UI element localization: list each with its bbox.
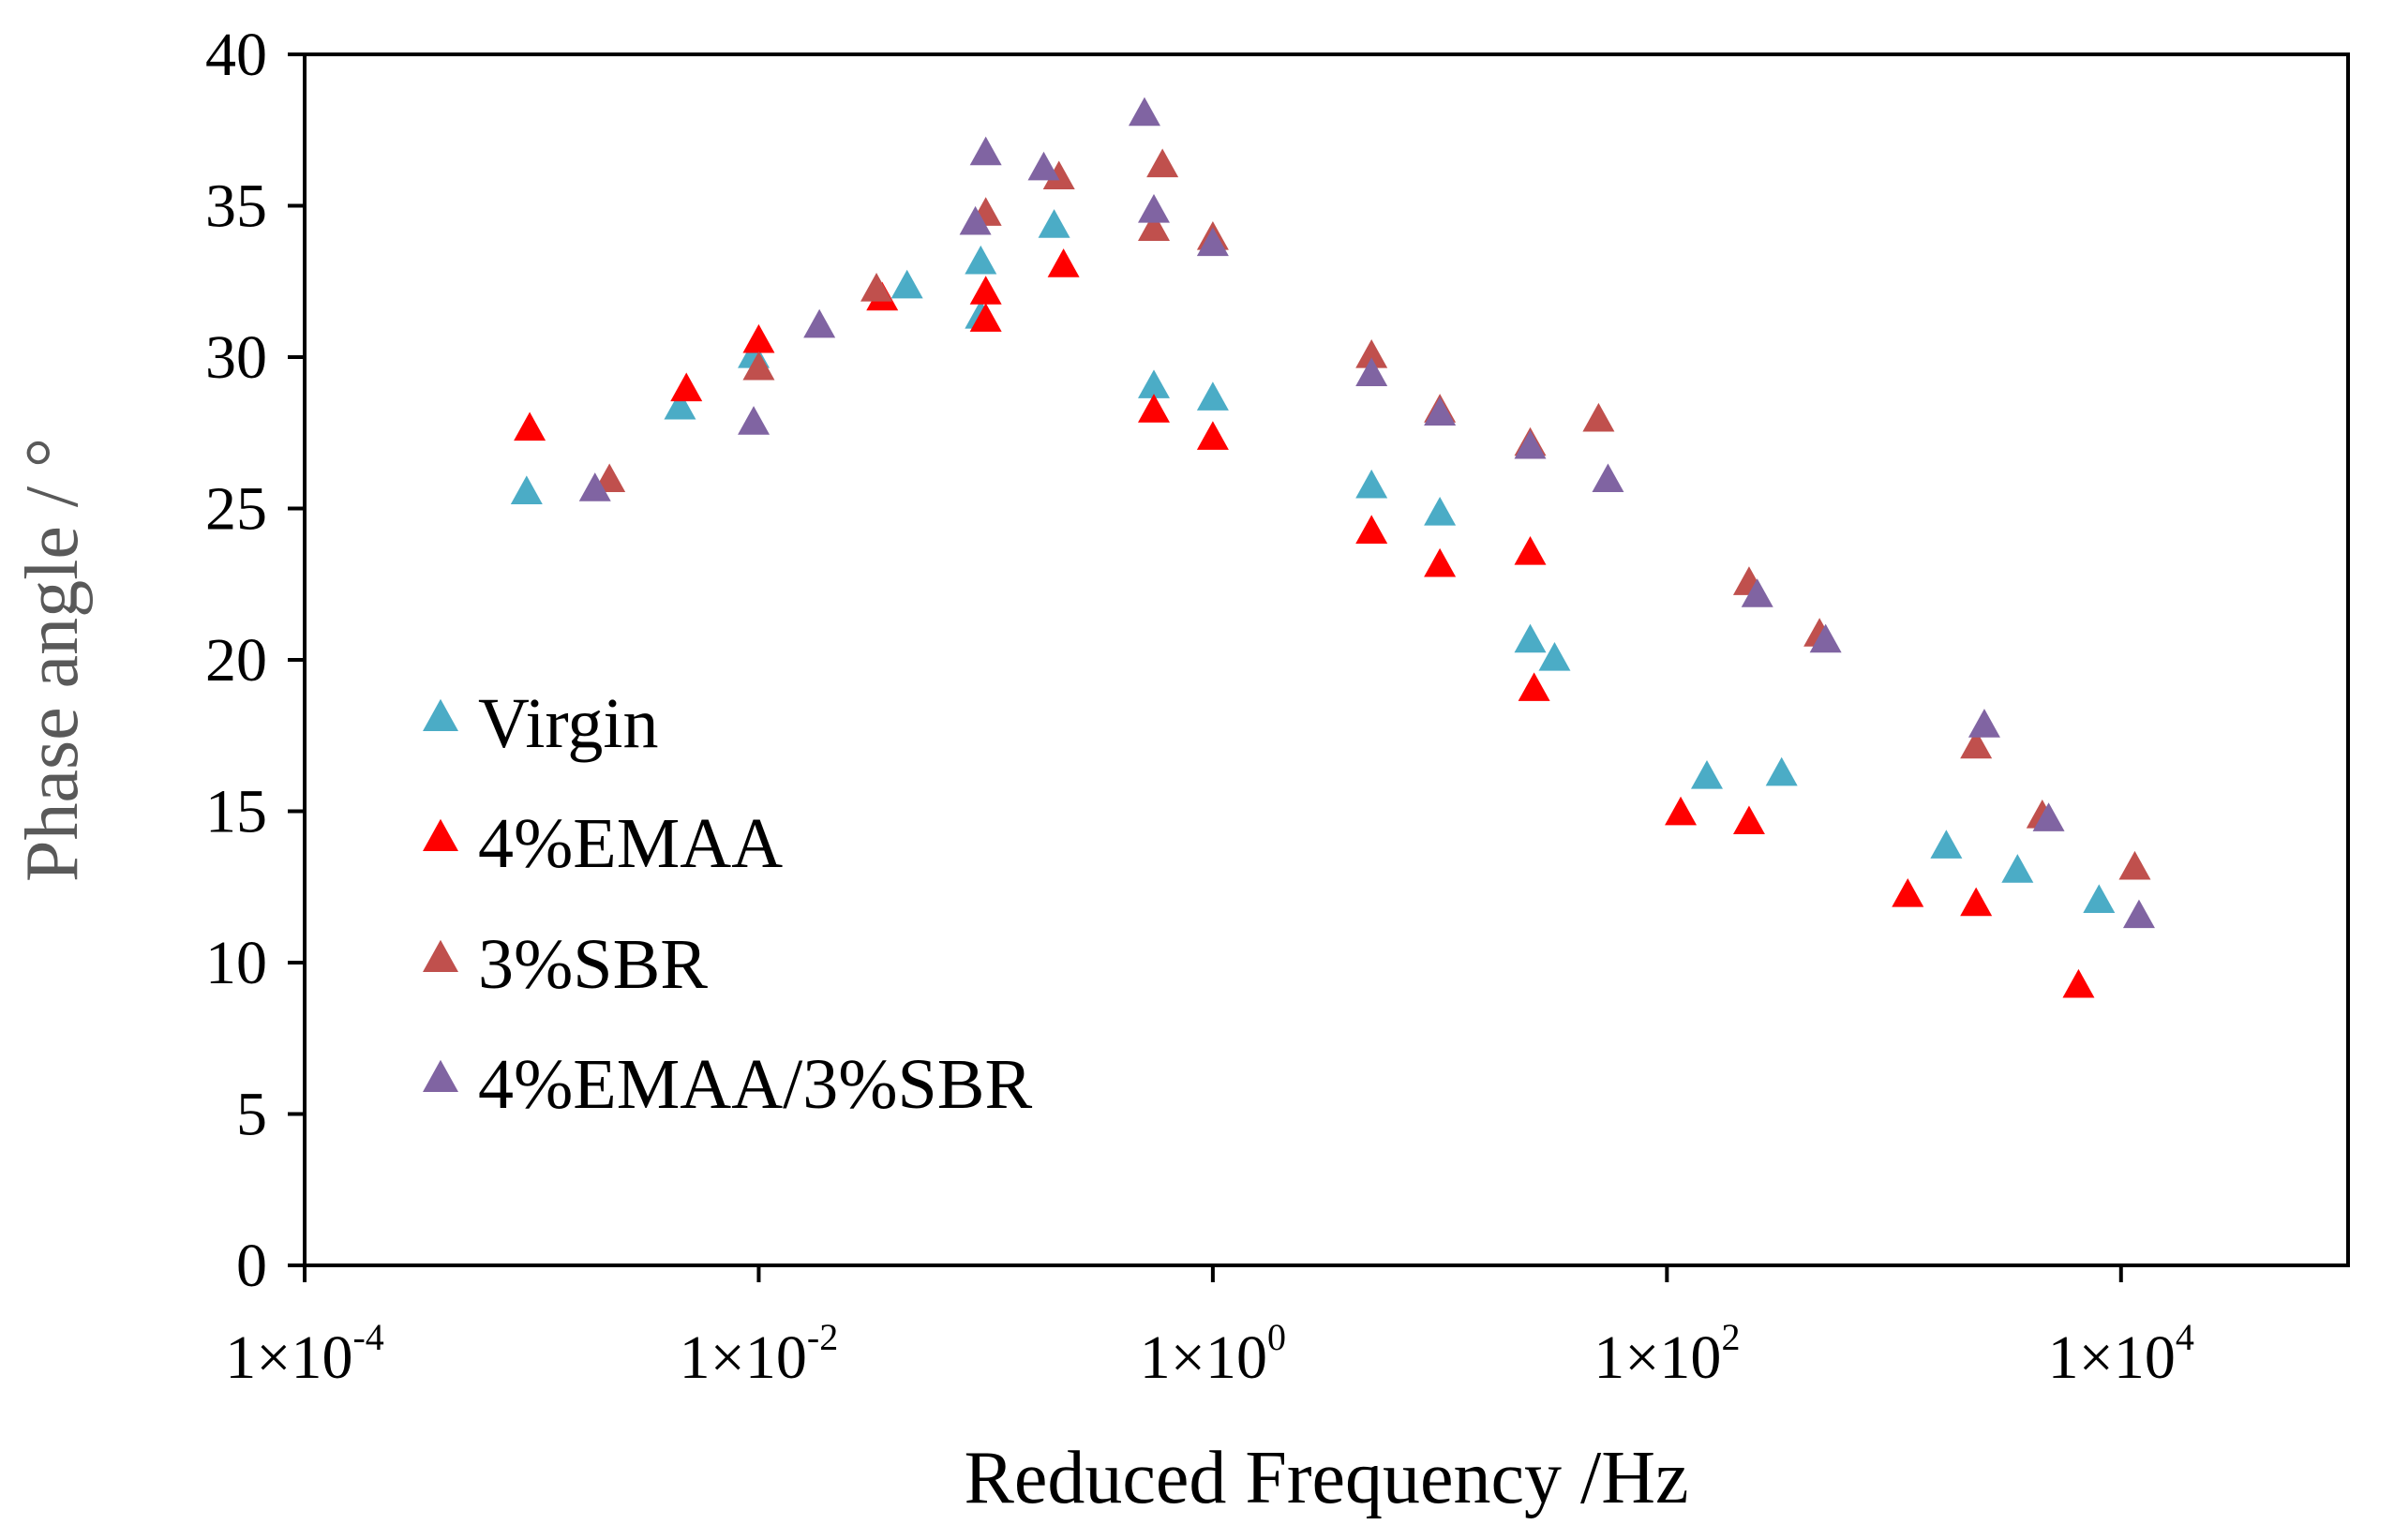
legend: Virgin 4%EMAA 3%SBR 4%EMAA/3%SBR bbox=[423, 684, 1032, 1124]
x-tick-label: 1×104 bbox=[2048, 1316, 2194, 1392]
data-point-virgin bbox=[2001, 854, 2034, 883]
data-point-virgin bbox=[1690, 759, 1723, 789]
y-tick-label: 10 bbox=[205, 929, 267, 997]
data-point-virgin bbox=[1930, 830, 1963, 859]
data-point-4-emaa-3-sbr bbox=[1137, 193, 1170, 223]
legend-label: Virgin bbox=[478, 684, 659, 763]
y-tick-label: 5 bbox=[236, 1081, 267, 1149]
x-axis-ticks: 1×10-4 1×10-2 1×100 1×102 1×104 bbox=[225, 1265, 2194, 1392]
data-point-virgin bbox=[1538, 642, 1571, 671]
data-point-3-sbr bbox=[1960, 729, 1993, 759]
data-point-3-sbr bbox=[1042, 160, 1075, 190]
data-point-3-sbr bbox=[1355, 339, 1388, 368]
data-point-4-emaa bbox=[1047, 248, 1080, 277]
x-tick-label: 1×10-4 bbox=[225, 1316, 384, 1392]
data-point-4-emaa bbox=[2062, 968, 2095, 998]
data-point-4-emaa bbox=[742, 323, 775, 353]
data-point-4-emaa bbox=[1960, 887, 1993, 917]
data-points bbox=[510, 97, 2155, 998]
data-point-4-emaa-3-sbr bbox=[1196, 227, 1229, 257]
data-point-4-emaa-3-sbr bbox=[1741, 578, 1773, 607]
legend-label: 4%EMAA bbox=[478, 804, 783, 883]
data-point-4-emaa bbox=[969, 303, 1002, 332]
data-point-4-emaa bbox=[1732, 805, 1765, 835]
x-axis-title: Reduced Frequency /Hz bbox=[964, 1437, 1688, 1519]
legend-marker bbox=[423, 1059, 458, 1092]
data-point-4-emaa bbox=[1665, 796, 1698, 826]
data-point-4-emaa bbox=[1518, 672, 1550, 701]
y-tick-label: 40 bbox=[205, 21, 267, 89]
y-tick-label: 35 bbox=[205, 172, 267, 241]
data-point-virgin bbox=[1196, 381, 1229, 411]
data-point-virgin bbox=[1424, 496, 1457, 526]
data-point-4-emaa-3-sbr bbox=[1424, 396, 1457, 426]
data-point-4-emaa bbox=[670, 372, 703, 402]
data-point-3-sbr bbox=[860, 272, 893, 302]
data-point-4-emaa bbox=[1424, 547, 1457, 577]
data-point-virgin bbox=[664, 390, 696, 420]
data-point-4-emaa bbox=[1355, 515, 1388, 544]
data-point-4-emaa-3-sbr bbox=[1514, 429, 1547, 459]
data-point-4-emaa-3-sbr bbox=[969, 136, 1002, 166]
data-point-4-emaa-3-sbr bbox=[1355, 357, 1388, 387]
data-point-virgin bbox=[1038, 209, 1070, 238]
data-point-3-sbr bbox=[2118, 850, 2151, 880]
data-point-virgin bbox=[510, 475, 543, 504]
data-point-virgin bbox=[1355, 469, 1388, 499]
legend-label: 4%EMAA/3%SBR bbox=[478, 1045, 1032, 1124]
data-point-4-emaa-3-sbr bbox=[738, 406, 771, 435]
y-tick-label: 0 bbox=[236, 1232, 267, 1300]
data-point-4-emaa bbox=[1892, 877, 1924, 907]
data-point-4-emaa-3-sbr bbox=[1809, 623, 1842, 653]
data-point-4-emaa bbox=[514, 411, 546, 441]
y-tick-label: 20 bbox=[205, 626, 267, 695]
data-point-3-sbr bbox=[1146, 148, 1179, 178]
y-tick-label: 25 bbox=[205, 475, 267, 544]
data-point-4-emaa-3-sbr bbox=[959, 205, 992, 235]
y-axis-ticks: 0 5 10 15 20 25 30 35 40 bbox=[205, 21, 305, 1300]
legend-marker bbox=[423, 698, 458, 731]
data-point-4-emaa-3-sbr bbox=[1592, 463, 1624, 493]
data-point-3-sbr bbox=[742, 351, 775, 381]
data-point-4-emaa-3-sbr bbox=[578, 472, 611, 501]
data-point-virgin bbox=[890, 269, 923, 299]
data-point-4-emaa-3-sbr bbox=[2032, 802, 2065, 831]
data-point-4-emaa-3-sbr bbox=[803, 308, 836, 338]
data-point-4-emaa bbox=[1137, 394, 1170, 423]
y-tick-label: 30 bbox=[205, 323, 267, 392]
data-point-4-emaa-3-sbr bbox=[1128, 97, 1160, 127]
data-point-3-sbr bbox=[1137, 212, 1170, 241]
data-point-4-emaa-3-sbr bbox=[1027, 151, 1060, 181]
data-point-virgin bbox=[1137, 369, 1170, 398]
data-point-4-emaa-3-sbr bbox=[1968, 709, 2000, 738]
data-point-4-emaa bbox=[1196, 421, 1229, 450]
data-point-virgin bbox=[965, 245, 997, 275]
x-tick-label: 1×100 bbox=[1140, 1316, 1286, 1392]
legend-label: 3%SBR bbox=[478, 925, 708, 1004]
data-point-4-emaa bbox=[969, 276, 1002, 305]
data-point-3-sbr bbox=[1582, 402, 1615, 432]
data-point-virgin bbox=[2083, 884, 2116, 914]
y-tick-label: 15 bbox=[205, 778, 267, 846]
x-tick-label: 1×10-2 bbox=[680, 1316, 839, 1392]
data-point-4-emaa bbox=[1514, 535, 1547, 565]
data-point-virgin bbox=[1765, 756, 1798, 786]
data-point-virgin bbox=[1514, 623, 1547, 653]
legend-marker bbox=[423, 818, 458, 851]
y-axis-title: Phase angle / ° bbox=[11, 438, 94, 882]
x-tick-label: 1×102 bbox=[1594, 1316, 1740, 1392]
data-point-4-emaa-3-sbr bbox=[2122, 899, 2155, 929]
legend-marker bbox=[423, 939, 458, 972]
